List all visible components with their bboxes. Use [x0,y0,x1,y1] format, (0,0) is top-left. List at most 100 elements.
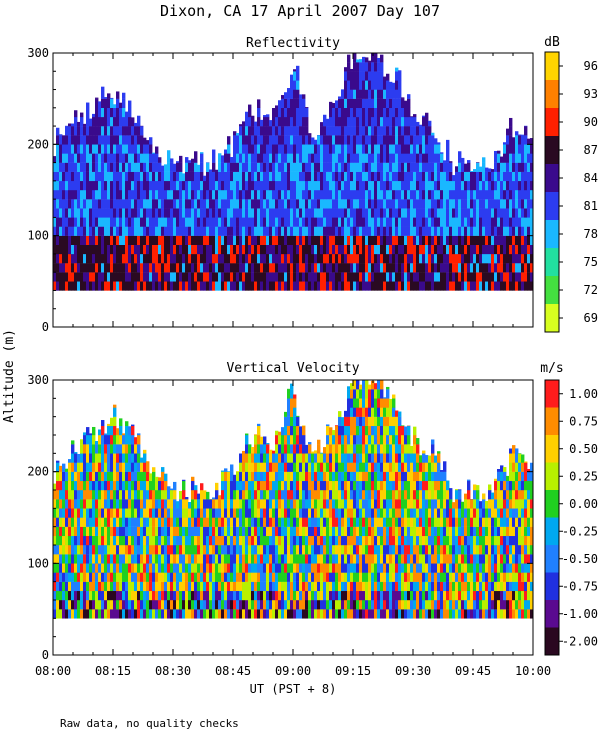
reflectivity-cell [128,208,132,218]
reflectivity-cell [263,190,267,200]
reflectivity-cell [92,199,96,209]
reflectivity-cell [77,244,81,255]
vertical-velocity-cell [71,508,75,518]
reflectivity-cell [422,263,426,273]
reflectivity-cell [305,208,309,218]
vertical-velocity-cell [185,535,189,546]
reflectivity-cell [419,235,423,245]
vertical-velocity-cell [125,563,129,573]
reflectivity-cell [74,190,78,200]
vertical-velocity-cell [107,526,111,537]
reflectivity-cell [71,190,75,200]
reflectivity-cell [221,171,225,182]
reflectivity-cell [470,180,474,191]
reflectivity-cell [521,199,525,209]
reflectivity-cell [116,180,120,191]
reflectivity-cell [368,199,372,209]
vertical-velocity-cell [182,517,186,527]
reflectivity-cell [413,126,417,136]
vertical-velocity-cell [173,590,177,601]
reflectivity-cell [353,226,357,236]
vertical-velocity-cell [242,581,246,592]
vertical-velocity-cell [83,490,87,500]
reflectivity-cell [125,116,129,127]
reflectivity-cell [374,116,378,127]
vertical-velocity-cell [299,581,303,592]
reflectivity-cell [173,199,177,209]
reflectivity-cell [386,144,390,154]
vertical-velocity-cell [92,499,96,509]
reflectivity-cell [71,235,75,245]
vertical-velocity-cell [257,444,261,454]
reflectivity-cell [335,244,339,255]
reflectivity-cell [164,253,168,264]
reflectivity-cell [518,226,522,236]
vertical-velocity-cell [284,480,288,491]
vertical-velocity-cell [95,441,99,445]
vertical-velocity-cell [248,581,252,592]
reflectivity-cell [356,89,360,99]
vertical-velocity-cell [257,480,261,491]
reflectivity-cell [356,226,360,236]
reflectivity-cell [428,171,432,182]
vertical-velocity-cell [173,499,177,509]
reflectivity-cell [179,263,183,273]
reflectivity-cell [233,272,237,282]
reflectivity-cell [449,281,453,291]
vertical-velocity-cell [293,453,297,463]
reflectivity-cell [518,199,522,209]
reflectivity-cell [395,98,399,108]
vertical-velocity-cell [86,554,90,564]
vertical-velocity-cell [104,526,108,537]
reflectivity-cell [98,281,102,291]
reflectivity-cell [128,281,132,291]
reflectivity-cell [521,244,525,255]
reflectivity-cell [386,217,390,227]
reflectivity-cell [494,171,498,182]
reflectivity-cell [266,135,270,145]
reflectivity-cell [527,180,531,191]
reflectivity-cell [242,199,246,209]
reflectivity-cell [104,153,108,163]
vertical-velocity-cell [215,508,219,518]
reflectivity-cell [338,162,342,172]
vertical-velocity-cell [143,499,147,509]
reflectivity-cell [416,281,420,291]
reflectivity-cell [317,135,321,145]
reflectivity-cell [449,180,453,191]
vertical-velocity-cell [164,499,168,509]
reflectivity-cell [131,263,135,273]
vertical-velocity-cell [290,600,294,610]
vertical-velocity-cell [323,563,327,573]
reflectivity-cell [494,244,498,255]
vertical-velocity-cell [338,545,342,555]
vertical-velocity-cell [326,517,330,527]
reflectivity-cell [110,126,114,136]
vertical-velocity-cell [317,471,321,482]
vertical-velocity-cell [308,590,312,601]
reflectivity-cell [401,226,405,236]
reflectivity-cell [191,226,195,236]
reflectivity-cell [257,162,261,172]
reflectivity-cell [266,244,270,255]
reflectivity-cell [227,281,231,291]
vertical-velocity-cell [89,535,93,546]
reflectivity-cell [257,263,261,273]
reflectivity-cell [299,171,303,182]
reflectivity-cell [347,272,351,282]
reflectivity-cell [446,180,450,191]
vertical-velocity-cell [242,535,246,546]
reflectivity-cell [179,199,183,209]
vertical-velocity-cell [230,526,234,537]
reflectivity-cell [422,115,426,118]
reflectivity-cell [410,226,414,236]
vertical-velocity-cell [332,490,336,500]
reflectivity-cell [230,226,234,236]
reflectivity-cell [248,226,252,236]
vertical-velocity-cell [80,453,84,463]
reflectivity-cell [413,272,417,282]
reflectivity-cell [512,217,516,227]
vertical-velocity-cell [113,535,117,546]
vertical-velocity-cell [296,425,300,436]
reflectivity-cell [359,62,363,72]
